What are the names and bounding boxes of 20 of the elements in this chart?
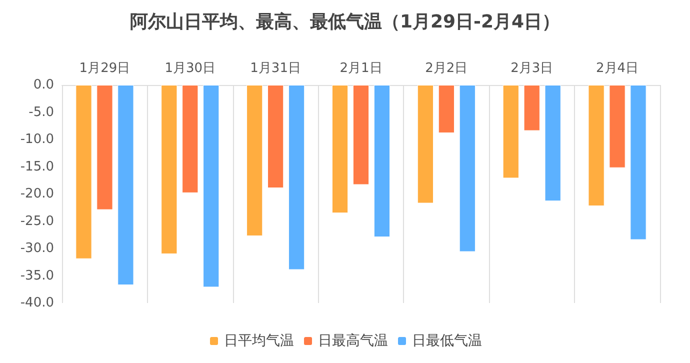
y-tick-label: -10.0: [20, 132, 54, 147]
x-tick-label: 1月31日: [250, 61, 301, 76]
y-tick-label: -35.0: [20, 268, 54, 284]
legend-label: 日平均气温: [224, 333, 294, 349]
y-tick-label: -5.0: [28, 104, 54, 120]
legend-label: 日最低气温: [412, 333, 482, 349]
x-tick-label: 1月30日: [164, 61, 216, 76]
legend-label: 日最高气温: [318, 333, 388, 349]
y-tick-label: -15.0: [20, 159, 54, 174]
x-tick-label: 2月1日: [340, 61, 382, 76]
chart-title: 阿尔山日平均、最高、最低气温（1月29日-2月4日）: [130, 12, 560, 32]
y-tick-label: -20.0: [20, 186, 54, 202]
y-tick-label: -30.0: [20, 241, 54, 256]
x-tick-label: 2月2日: [425, 61, 468, 76]
y-tick-label: -25.0: [20, 214, 54, 229]
y-tick-label: -40.0: [20, 296, 54, 310]
x-tick-label: 2月3日: [510, 61, 554, 76]
x-tick-label: 2月4日: [596, 61, 639, 76]
x-tick-label: 1月29日: [79, 61, 130, 76]
y-tick-label: 0.0: [33, 78, 54, 92]
